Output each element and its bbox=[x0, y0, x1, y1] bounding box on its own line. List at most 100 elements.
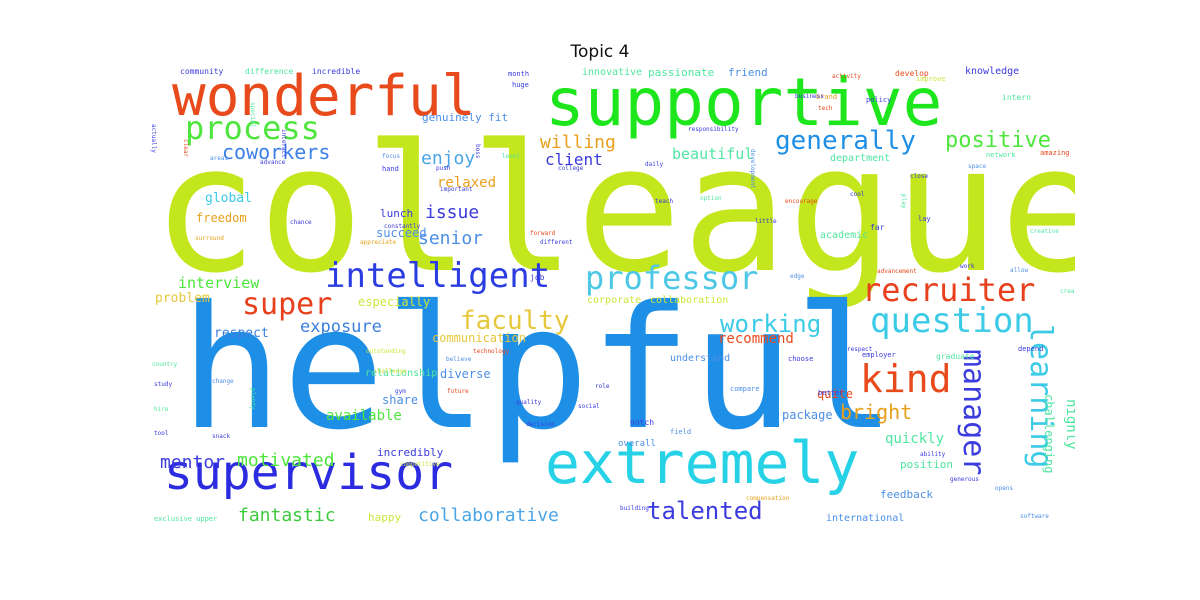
cloud-word: cool bbox=[850, 191, 865, 198]
cloud-word: issue bbox=[425, 202, 480, 223]
cloud-word: decision bbox=[526, 421, 555, 428]
cloud-word: professor bbox=[585, 259, 759, 297]
cloud-word: different bbox=[540, 239, 573, 246]
cloud-word: important bbox=[440, 186, 473, 193]
cloud-word: graduate bbox=[936, 352, 975, 361]
cloud-word: generous bbox=[950, 476, 979, 483]
cloud-word: develop bbox=[895, 69, 929, 78]
cloud-word: colleague bbox=[152, 107, 1075, 312]
cloud-word: little bbox=[755, 218, 777, 225]
cloud-word: fantastic bbox=[238, 505, 336, 526]
chart-title: Topic 4 bbox=[570, 42, 630, 62]
cloud-word: create bbox=[1060, 288, 1075, 295]
cloud-word: friend bbox=[728, 66, 768, 79]
cloud-word: beautiful bbox=[672, 145, 754, 163]
cloud-word: manager bbox=[956, 349, 991, 476]
cloud-word: super bbox=[242, 287, 333, 322]
cloud-word: opens bbox=[995, 485, 1014, 492]
cloud-word: huge bbox=[512, 81, 529, 89]
cloud-word: succeed bbox=[376, 226, 427, 240]
cloud-word: clear bbox=[182, 139, 189, 158]
word-cloud: colleague helpful supportive wonderful extre… bbox=[150, 64, 1075, 534]
cloud-word: global bbox=[205, 191, 252, 206]
cloud-word: relaxed bbox=[437, 175, 497, 191]
cloud-word: focus bbox=[382, 153, 401, 160]
cloud-word: faculty bbox=[460, 306, 570, 336]
cloud-word: development bbox=[749, 149, 756, 189]
cloud-word: level bbox=[502, 153, 521, 160]
cloud-word: freedom bbox=[196, 211, 247, 225]
cloud-word: passionate bbox=[648, 66, 715, 79]
cloud-word: diverse bbox=[440, 367, 491, 381]
cloud-word: business bbox=[795, 93, 824, 100]
cloud-word: activity bbox=[832, 73, 861, 80]
cloud-word: technology bbox=[473, 348, 510, 355]
cloud-word: intern bbox=[1002, 93, 1031, 102]
cloud-word: notch bbox=[630, 418, 655, 427]
cloud-word: coworkers bbox=[222, 140, 331, 164]
cloud-word: space bbox=[968, 163, 987, 170]
cloud-word: amazing bbox=[1040, 149, 1070, 157]
cloud-word: corporate bbox=[587, 295, 642, 306]
cloud-word: respect bbox=[214, 326, 269, 341]
cloud-word: difference bbox=[245, 67, 294, 76]
cloud-word: positive bbox=[945, 128, 1051, 153]
cloud-word: tool bbox=[154, 430, 169, 437]
cloud-word: especially bbox=[358, 295, 431, 309]
cloud-word: lunch bbox=[380, 207, 414, 220]
cloud-word: encourage bbox=[785, 198, 818, 205]
cloud-word: choose bbox=[788, 355, 814, 363]
cloud-word: tech bbox=[818, 105, 833, 112]
cloud-word: appreciate bbox=[360, 239, 397, 246]
cloud-word: working bbox=[720, 310, 822, 338]
cloud-word: community bbox=[180, 67, 224, 76]
cloud-word: country bbox=[152, 361, 178, 368]
cloud-word: advance bbox=[260, 159, 286, 166]
cloud-word: feedback bbox=[880, 488, 933, 501]
cloud-word: quite bbox=[817, 387, 854, 401]
cloud-word: compare bbox=[730, 385, 760, 393]
cloud-word: network bbox=[986, 151, 1016, 159]
cloud-word: plenty bbox=[249, 388, 256, 410]
cloud-word: hand bbox=[382, 165, 399, 173]
cloud-word: relationship bbox=[365, 368, 438, 379]
cloud-word: process bbox=[185, 109, 320, 147]
cloud-word: daily bbox=[645, 161, 664, 168]
cloud-word: role bbox=[595, 383, 610, 390]
cloud-word: willing bbox=[540, 132, 616, 153]
cloud-word: exclusive upper bbox=[154, 515, 218, 523]
cloud-word: challenging bbox=[1042, 394, 1056, 474]
cloud-word: employer bbox=[862, 351, 896, 359]
cloud-word: actually bbox=[150, 124, 157, 153]
cloud-word: incredible bbox=[312, 67, 361, 76]
cloud-word: bright bbox=[840, 400, 913, 424]
cloud-word: work bbox=[960, 263, 975, 270]
cloud-word: collaboration bbox=[650, 295, 729, 306]
cloud-word: position bbox=[900, 458, 953, 471]
cloud-word: future bbox=[447, 388, 469, 395]
cloud-word: gym bbox=[395, 388, 406, 395]
cloud-word: better bbox=[818, 389, 844, 397]
cloud-word: policy bbox=[866, 96, 892, 104]
cloud-word: interview bbox=[178, 274, 260, 292]
cloud-word: advancement bbox=[877, 268, 917, 275]
cloud-word: month bbox=[508, 70, 530, 78]
cloud-word: play bbox=[900, 194, 907, 209]
cloud-word: surround bbox=[195, 235, 224, 242]
cloud-word: snack bbox=[212, 433, 231, 440]
cloud-word: challenge bbox=[374, 368, 407, 375]
cloud-word: job bbox=[530, 273, 545, 282]
cloud-word: change bbox=[212, 378, 234, 385]
cloud-word: social bbox=[578, 403, 600, 410]
cloud-word: software bbox=[1020, 513, 1049, 520]
cloud-word: communication bbox=[432, 331, 526, 345]
cloud-word: interact bbox=[280, 129, 287, 158]
cloud-word: recommend bbox=[718, 331, 794, 347]
cloud-word: forward bbox=[530, 230, 556, 237]
cloud-word: happy bbox=[368, 511, 402, 524]
cloud-word: respect bbox=[847, 346, 873, 353]
cloud-word: constantly bbox=[384, 223, 421, 230]
cloud-word: kind bbox=[860, 357, 952, 401]
cloud-word: recruiter bbox=[862, 271, 1036, 309]
cloud-word: problem bbox=[155, 291, 210, 306]
